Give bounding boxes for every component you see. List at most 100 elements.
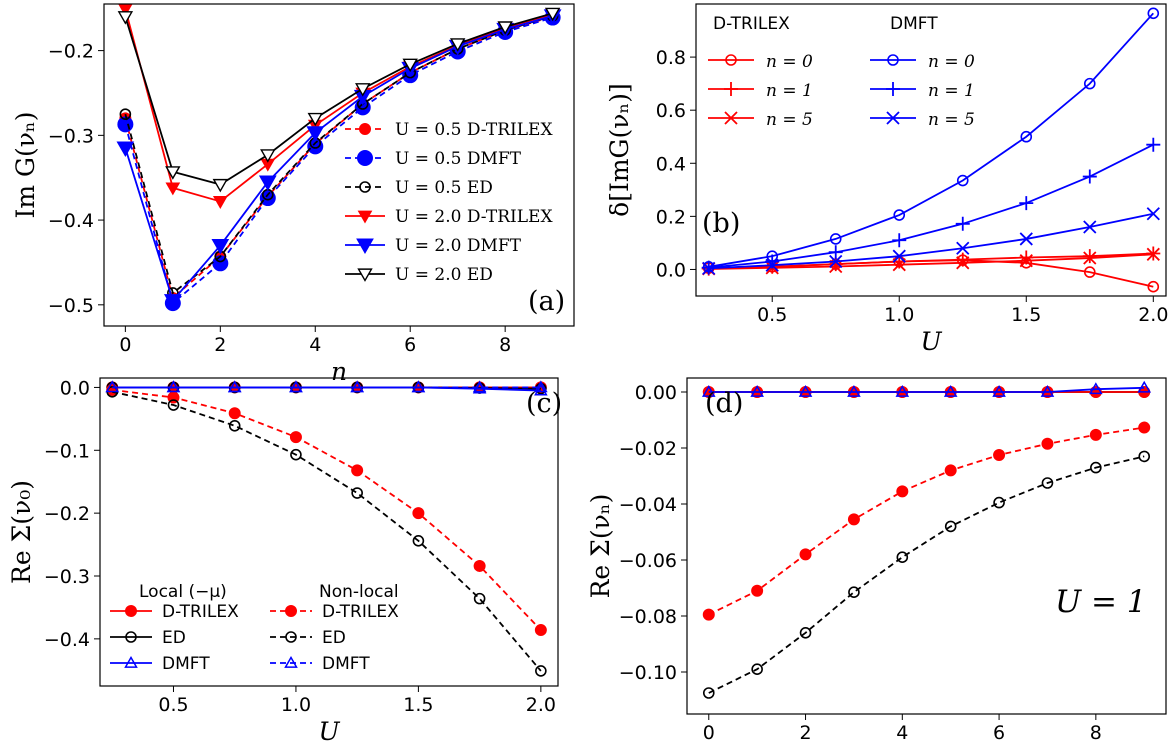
- legend-title: D-TRILEX: [713, 14, 790, 34]
- data-point: [1041, 477, 1054, 489]
- series-line: [708, 386, 1145, 393]
- legend-label: n = 5: [766, 110, 813, 130]
- series-line: [124, 8, 553, 203]
- data-point: [116, 141, 135, 158]
- legend-marker: [725, 54, 737, 66]
- data-point: [1147, 7, 1160, 20]
- legend-label: n = 1: [928, 81, 975, 101]
- legend-item: n = 1: [708, 81, 813, 101]
- x-tick-label: 6: [993, 722, 1005, 744]
- x-axis-label: U: [920, 327, 942, 356]
- x-tick-label: 0: [703, 722, 715, 744]
- data-point: [472, 380, 487, 393]
- data-point: [105, 380, 120, 393]
- plot-area: [701, 7, 1161, 293]
- data-point: [351, 487, 363, 499]
- x-tick-label: 4: [309, 334, 321, 356]
- y-tick-label: 0.6: [656, 100, 686, 122]
- data-point: [765, 258, 779, 272]
- x-tick-label: 6: [404, 334, 416, 356]
- legend-item: ED: [110, 628, 186, 648]
- panel-label: (a): [528, 286, 565, 317]
- series-line: [708, 455, 1145, 694]
- data-point: [1082, 169, 1097, 184]
- legend-marker: [356, 238, 374, 255]
- data-point: [892, 233, 907, 248]
- data-point: [350, 380, 364, 393]
- data-point: [828, 245, 843, 260]
- x-tick-label: 0.5: [757, 304, 787, 326]
- data-point: [227, 380, 242, 393]
- panel-b: 0.5 1.0 1.5 2.0 0.0 0.2 0.4 0.6 0.8 Uδ[ImG(νₙ)] (b…: [605, 3, 1168, 356]
- series-2: [701, 380, 1152, 397]
- data-point: [1089, 428, 1102, 441]
- legend-item: ED: [270, 628, 346, 648]
- legend-item: DMFT: [270, 654, 370, 674]
- legend-item: D-TRILEX: [110, 602, 239, 622]
- plot-area: [701, 380, 1152, 699]
- y-tick-label: −0.08: [619, 606, 677, 628]
- x-tick-label: 2: [214, 334, 226, 356]
- y-tick-label: −0.2: [48, 41, 94, 63]
- legend-title: Non-local: [319, 582, 399, 602]
- data-point: [701, 384, 716, 397]
- legend-label: n = 0: [928, 52, 975, 72]
- plot-area: [116, 4, 562, 312]
- y-tick-label: 0.0: [60, 377, 90, 399]
- legend-label: D-TRILEX: [162, 602, 239, 622]
- series-5: [105, 380, 548, 393]
- data-point: [956, 174, 969, 187]
- x-tick-label: 1.0: [281, 694, 311, 716]
- data-point: [449, 38, 466, 52]
- series-line: [112, 389, 542, 631]
- series-line: [708, 253, 1154, 270]
- data-point: [944, 464, 957, 477]
- data-point: [1146, 247, 1160, 261]
- legend-marker: [359, 123, 371, 135]
- y-tick-label: −0.4: [44, 629, 90, 651]
- legend-label: ED: [162, 628, 186, 648]
- series-line: [708, 12, 1154, 268]
- data-point: [290, 448, 302, 461]
- data-point: [534, 383, 548, 396]
- series-5: [702, 207, 1160, 276]
- data-point: [799, 626, 812, 639]
- data-point: [260, 149, 276, 163]
- y-tick-label: −0.02: [619, 438, 677, 460]
- series-5: [117, 7, 561, 193]
- series-line: [112, 390, 542, 672]
- x-tick-label: 0.5: [158, 694, 188, 716]
- y-axis-label: δ[ImG(νₙ)]: [605, 83, 634, 217]
- legend-item: U = 0.5 DMFT: [345, 149, 522, 169]
- series-line: [124, 15, 553, 300]
- data-point: [473, 592, 486, 605]
- legend-label: U = 0.5 ED: [395, 178, 493, 198]
- y-tick-label: −0.3: [48, 125, 94, 147]
- legend-marker: [357, 210, 373, 224]
- legend: U = 0.5 D-TRILEX U = 0.5 DMFT U = 0.5 ED U …: [345, 120, 553, 285]
- legend: D-TRILEX DMFT n = 0 n = 1 n = 5 n = 0 n = 1 n =…: [708, 14, 975, 130]
- data-point: [829, 254, 843, 269]
- legend-item: n = 0: [870, 52, 975, 72]
- data-point: [1146, 137, 1161, 152]
- y-tick-label: 0.8: [656, 47, 686, 69]
- legend-marker: [124, 655, 138, 668]
- data-point: [847, 513, 860, 526]
- legend-marker: [357, 150, 373, 166]
- x-tick-label: 0: [119, 334, 131, 356]
- legend-item: U = 2.0 D-TRILEX: [345, 207, 553, 227]
- data-point: [892, 249, 906, 263]
- legend-label: DMFT: [322, 654, 370, 674]
- legend-item: U = 2.0 DMFT: [345, 236, 522, 256]
- series-4: [106, 386, 547, 677]
- y-tick-label: −0.06: [619, 550, 677, 572]
- data-point: [799, 548, 812, 561]
- data-point: [1019, 254, 1033, 268]
- data-point: [1082, 249, 1097, 264]
- data-point: [993, 496, 1005, 509]
- x-tick-label: 2.0: [1138, 304, 1168, 326]
- data-point: [896, 485, 909, 498]
- data-point: [896, 551, 909, 564]
- data-point: [751, 584, 764, 597]
